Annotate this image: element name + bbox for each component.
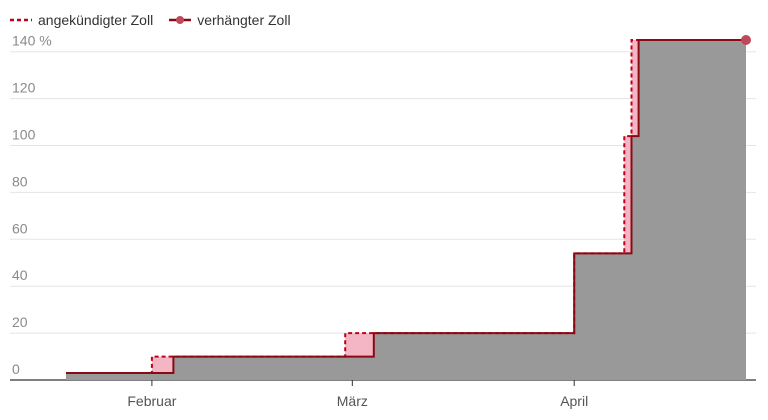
legend-item-announced[interactable]: angekündigter Zoll bbox=[10, 12, 153, 28]
y-tick-label: 60 bbox=[12, 220, 28, 236]
x-tick-label: Februar bbox=[127, 393, 176, 409]
x-tick-label: April bbox=[560, 393, 588, 409]
line-dot-icon bbox=[169, 16, 192, 24]
y-tick-label: 120 bbox=[12, 80, 36, 96]
dashed-line-icon bbox=[10, 18, 32, 22]
imposed-end-point bbox=[741, 35, 751, 45]
legend-label-announced: angekündigter Zoll bbox=[38, 12, 154, 28]
series-line-imposed bbox=[66, 39, 746, 374]
y-tick-label: 80 bbox=[12, 173, 28, 189]
legend-item-imposed[interactable]: verhängter Zoll bbox=[169, 12, 291, 28]
legend: angekündigter Zoll verhängter Zoll bbox=[10, 12, 291, 28]
y-tick-label: 40 bbox=[12, 267, 28, 283]
y-tick-label: 0 bbox=[12, 361, 20, 377]
y-tick-label: 20 bbox=[12, 314, 28, 330]
legend-label-imposed: verhängter Zoll bbox=[197, 12, 291, 28]
x-axis-ticks: Februar März April bbox=[127, 380, 588, 409]
series-line-announced bbox=[66, 39, 746, 374]
x-tick-label: März bbox=[337, 393, 368, 409]
series-lines bbox=[66, 35, 751, 374]
y-tick-label: 140 % bbox=[12, 33, 52, 49]
y-tick-label: 100 bbox=[12, 127, 36, 143]
imposed-fill bbox=[66, 40, 746, 380]
y-axis-ticks: 0 20 40 60 80 100 120 140 % bbox=[12, 33, 52, 377]
imposed-area bbox=[66, 40, 746, 380]
